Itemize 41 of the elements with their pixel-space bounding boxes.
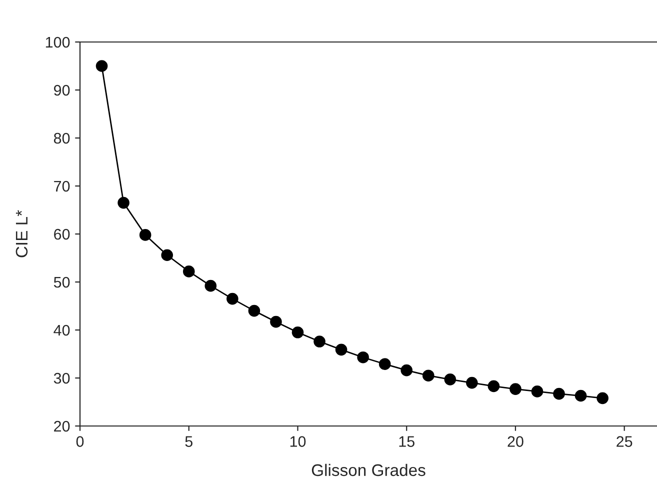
point bbox=[139, 229, 152, 241]
y-tick-label: 60 bbox=[54, 228, 70, 240]
x-tick-label: 0 bbox=[76, 436, 84, 447]
point bbox=[335, 344, 348, 356]
y-tick-label: 40 bbox=[54, 324, 70, 336]
point bbox=[96, 60, 108, 72]
point bbox=[466, 376, 478, 389]
point bbox=[314, 336, 326, 348]
x-tick-label: 10 bbox=[290, 436, 306, 447]
y-tick-label: 80 bbox=[54, 132, 70, 144]
point bbox=[596, 392, 608, 404]
point bbox=[118, 196, 130, 209]
y-tick-label: 100 bbox=[46, 36, 70, 48]
y-tick-label: 50 bbox=[54, 276, 70, 288]
point bbox=[400, 364, 413, 376]
x-axis-title: Glisson Grades bbox=[312, 464, 426, 476]
x-tick-label: 5 bbox=[185, 436, 192, 447]
point bbox=[270, 316, 282, 328]
point bbox=[444, 374, 456, 386]
point bbox=[226, 292, 238, 305]
point bbox=[488, 380, 500, 392]
y-axis-title: CIE L* bbox=[16, 210, 28, 258]
point bbox=[248, 304, 260, 317]
y-tick-label: 70 bbox=[54, 180, 70, 192]
point bbox=[574, 390, 587, 402]
point bbox=[531, 386, 544, 398]
point bbox=[292, 326, 304, 338]
point bbox=[378, 358, 391, 370]
point bbox=[422, 370, 434, 382]
x-tick-label: 15 bbox=[399, 436, 414, 447]
y-tick-label: 30 bbox=[54, 372, 70, 384]
x-tick-label: 25 bbox=[616, 436, 632, 447]
point bbox=[510, 383, 522, 395]
point bbox=[204, 280, 217, 292]
y-tick-label: 90 bbox=[54, 84, 70, 96]
point bbox=[553, 388, 565, 400]
x-tick-label: 20 bbox=[508, 436, 524, 447]
point bbox=[182, 266, 195, 278]
y-tick-label: 20 bbox=[54, 420, 70, 432]
point bbox=[357, 351, 369, 364]
point bbox=[161, 249, 173, 262]
